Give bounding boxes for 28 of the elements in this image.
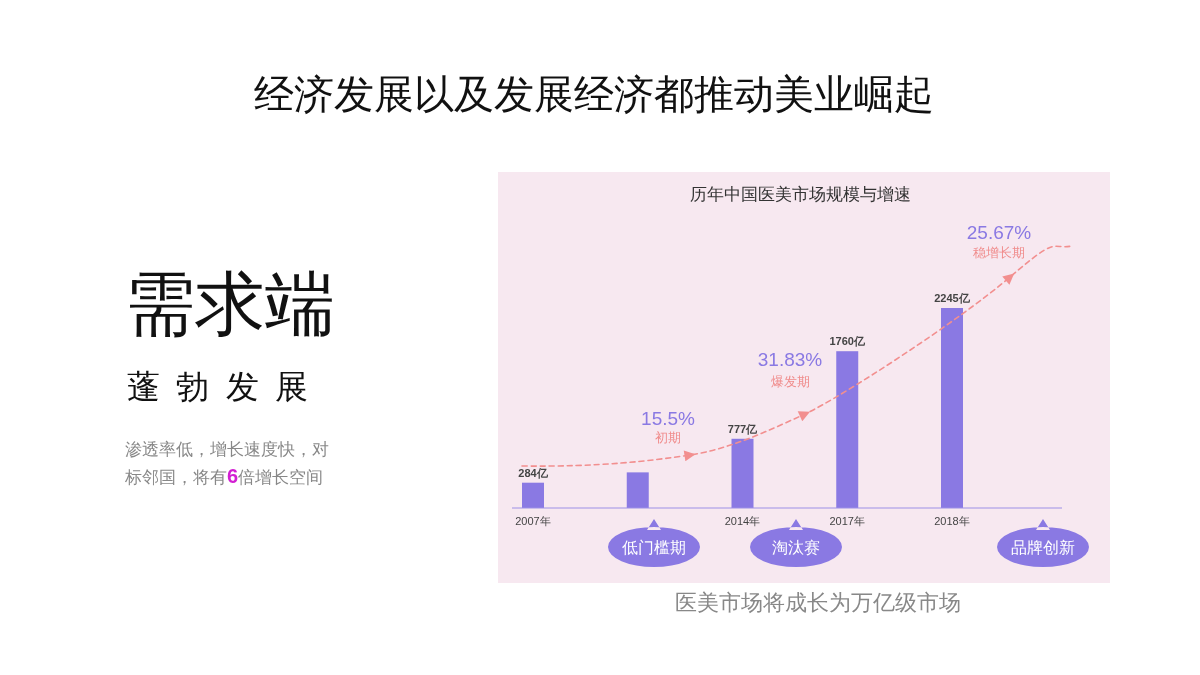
text: 稳增长期 (973, 245, 1025, 260)
text: 渗透率低，增长速度快，对标邻国，将有6倍增长空间 (125, 439, 330, 489)
text: 25.67% (966, 222, 1032, 243)
data-label: 284亿 (518, 466, 549, 479)
bar (941, 308, 963, 508)
data-label: 2245亿 (934, 292, 971, 304)
bar (522, 482, 544, 508)
text: 淘汰赛 (772, 539, 820, 556)
chart-title: 经济发展以及发展经济都推动美业崛起 (254, 72, 934, 117)
text: 医美市场将成长为万亿级市场 (675, 590, 961, 615)
x-tick-label: 2017年 (829, 515, 865, 527)
data-label: 777亿 (727, 422, 759, 435)
text: 需求端 (125, 266, 335, 343)
bar (731, 438, 754, 508)
text: 低门槛期 (622, 539, 686, 556)
annotation: 初期 (655, 430, 681, 445)
text: 蓬 勃 发 展 (127, 369, 312, 405)
bar (626, 472, 649, 508)
annotation: 31.83% (757, 349, 823, 370)
annotation: 爆发期 (770, 374, 810, 389)
text: 品牌创新 (1011, 539, 1075, 556)
x-tick-label: 2007年 (515, 515, 551, 527)
annotation: 15.5% (641, 408, 696, 429)
x-tick-label: 2018年 (934, 515, 970, 527)
bar (836, 351, 859, 508)
chart-subtitle: 历年中国医美市场规模与增速 (689, 185, 911, 203)
data-label: 1760亿 (829, 335, 866, 348)
x-tick-label: 2014年 (724, 515, 761, 527)
